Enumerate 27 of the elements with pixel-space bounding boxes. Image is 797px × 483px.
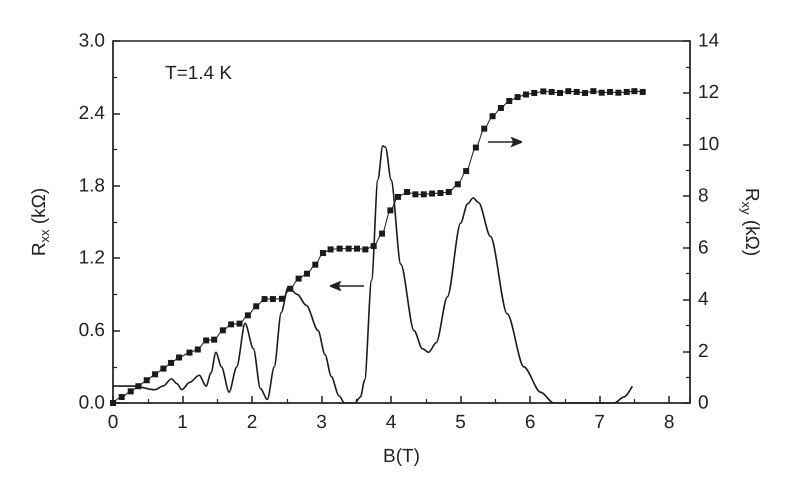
y-tick-label: 3.0	[78, 30, 105, 52]
y-tick-label: 1.8	[78, 175, 105, 196]
y-tick-label: 1.2	[78, 248, 105, 269]
annotation: T=1.4 K	[165, 63, 232, 84]
x-tick-label: 6	[524, 412, 536, 433]
x-tick-label: 7	[594, 412, 605, 433]
y2-tick-label: 14	[698, 30, 720, 52]
x-tick-label: 8	[664, 412, 674, 433]
y2-tick-label: 4	[698, 289, 709, 310]
y-tick-label: 2.4	[78, 102, 106, 124]
y2-tick-label: 8	[698, 186, 709, 207]
y2-tick-label: 12	[698, 82, 720, 104]
x-tick-label: 0	[108, 412, 118, 433]
y2-tick-label: 2	[698, 340, 709, 362]
y2-axis-title: Rxy (kΩ)	[739, 188, 762, 256]
y2-tick-label: 6	[698, 237, 709, 258]
x-tick-label: 3	[316, 412, 327, 433]
y2-tick-label: 0	[698, 392, 709, 414]
x-tick-label: 4	[386, 412, 397, 433]
y-axis-title: Rxx (kΩ)	[29, 188, 52, 256]
x-tick-label: 5	[455, 412, 466, 433]
x-tick-label: 2	[246, 412, 258, 433]
y-tick-label: 0.0	[78, 392, 105, 414]
y2-tick-label: 10	[698, 134, 720, 155]
y-tick-label: 0.6	[78, 320, 105, 342]
x-axis-title: B(T)	[383, 446, 420, 467]
x-tick-label: 1	[177, 412, 188, 433]
